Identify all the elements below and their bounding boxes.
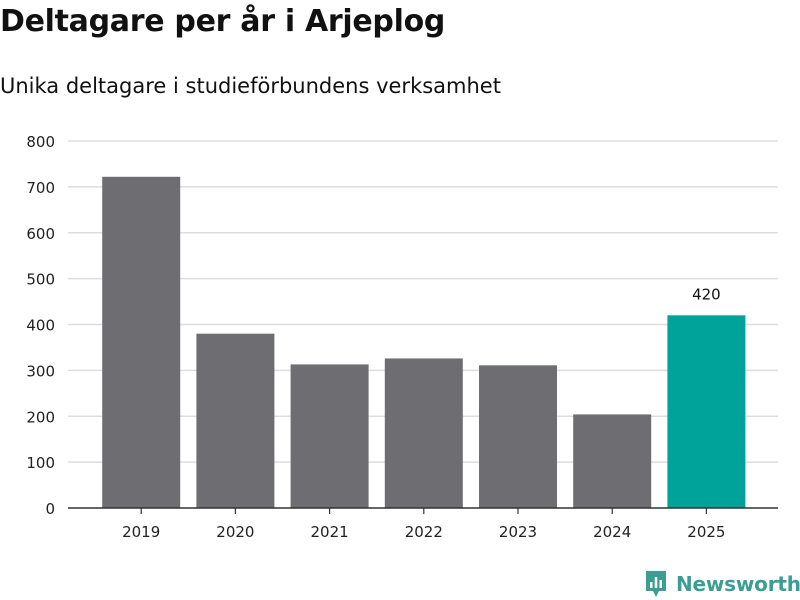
y-tick-label: 800 bbox=[26, 133, 55, 151]
x-tick-label: 2020 bbox=[216, 523, 254, 541]
chart-subtitle: Unika deltagare i studieförbundens verks… bbox=[0, 74, 501, 98]
chart-title: Deltagare per år i Arjeplog bbox=[0, 4, 446, 39]
y-tick-label: 100 bbox=[26, 454, 55, 472]
brand-name: Newsworthy bbox=[676, 572, 800, 596]
y-tick-label: 700 bbox=[26, 179, 55, 197]
bar-2025 bbox=[667, 315, 746, 508]
data-label: 420 bbox=[692, 285, 721, 303]
x-tick-label: 2019 bbox=[122, 523, 160, 541]
x-tick-label: 2022 bbox=[405, 523, 443, 541]
bar-2021 bbox=[290, 364, 369, 508]
bar-2024 bbox=[573, 414, 652, 508]
y-tick-label: 500 bbox=[26, 271, 55, 289]
x-tick-label: 2023 bbox=[499, 523, 537, 541]
bar-2019 bbox=[102, 176, 181, 508]
bar-2022 bbox=[384, 358, 463, 508]
x-tick-label: 2021 bbox=[311, 523, 349, 541]
y-tick-label: 0 bbox=[45, 500, 55, 518]
newsworthy-logo-icon bbox=[646, 571, 666, 597]
bar-2023 bbox=[479, 365, 557, 508]
y-tick-label: 300 bbox=[26, 362, 55, 380]
newsworthy-brand: Newsworthy bbox=[644, 568, 800, 600]
y-tick-label: 200 bbox=[26, 408, 55, 426]
y-tick-label: 400 bbox=[26, 317, 55, 335]
x-tick-label: 2025 bbox=[687, 523, 725, 541]
bar-2020 bbox=[196, 333, 275, 508]
x-tick-label: 2024 bbox=[593, 523, 631, 541]
y-tick-label: 600 bbox=[26, 225, 55, 243]
